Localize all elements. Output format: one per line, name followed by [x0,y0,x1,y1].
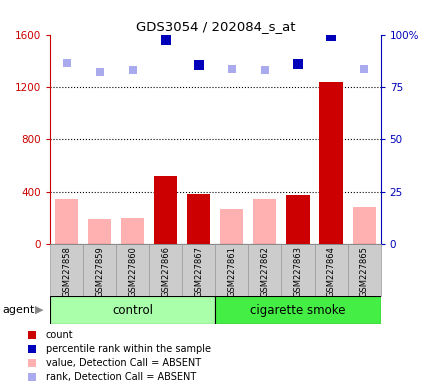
Text: GSM227867: GSM227867 [194,246,203,297]
Bar [88,219,111,244]
Text: GSM227865: GSM227865 [359,246,368,297]
Text: GSM227858: GSM227858 [62,246,71,297]
Bar [220,209,243,244]
Bar [281,244,314,296]
Text: count: count [46,330,73,340]
Text: GSM227859: GSM227859 [95,246,104,297]
Text: GSM227862: GSM227862 [260,246,269,297]
Bar [248,244,281,296]
Bar [154,176,177,244]
Bar [215,296,380,324]
Bar [352,207,375,244]
Bar [319,82,342,244]
Bar [182,244,215,296]
Bar [149,244,182,296]
Bar [116,244,149,296]
Title: GDS3054 / 202084_s_at: GDS3054 / 202084_s_at [135,20,294,33]
Text: rank, Detection Call = ABSENT: rank, Detection Call = ABSENT [46,372,196,382]
Bar [187,194,210,244]
Bar [347,244,380,296]
Text: percentile rank within the sample: percentile rank within the sample [46,344,210,354]
Text: GSM227861: GSM227861 [227,246,236,297]
Bar [286,195,309,244]
Text: cigarette smoke: cigarette smoke [250,304,345,316]
Text: value, Detection Call = ABSENT: value, Detection Call = ABSENT [46,358,201,368]
Text: ▶: ▶ [35,305,43,315]
Bar [121,218,144,244]
Bar [50,244,83,296]
Text: GSM227864: GSM227864 [326,246,335,297]
Text: control: control [112,304,153,316]
Bar [50,296,215,324]
Bar [253,199,276,244]
Bar [55,199,78,244]
Text: GSM227863: GSM227863 [293,246,302,297]
Text: GSM227866: GSM227866 [161,246,170,297]
Text: agent: agent [2,305,34,315]
Bar [215,244,248,296]
Bar [314,244,347,296]
Text: GSM227860: GSM227860 [128,246,137,297]
Bar [83,244,116,296]
